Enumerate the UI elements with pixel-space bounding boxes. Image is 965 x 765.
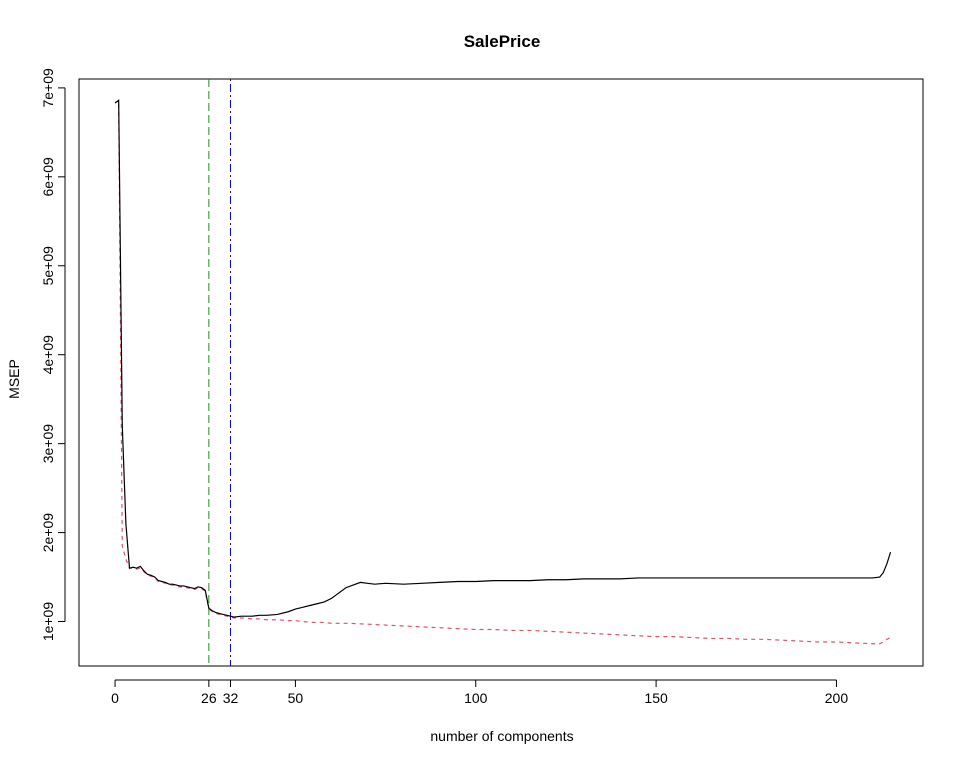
y-tick-label: 6e+09 xyxy=(40,157,56,197)
x-tick-label: 26 xyxy=(201,690,217,706)
x-tick-label: 50 xyxy=(288,690,304,706)
y-tick-label: 2e+09 xyxy=(40,513,56,553)
chart-title: SalePrice xyxy=(464,32,541,51)
x-tick-label: 0 xyxy=(111,690,119,706)
x-tick-label: 32 xyxy=(223,690,239,706)
series-line-1 xyxy=(114,99,891,645)
series-lines xyxy=(114,99,892,645)
y-axis: 1e+09 2e+09 3e+09 4e+09 5e+09 6e+09 7e+09 xyxy=(40,68,66,642)
x-tick-label: 200 xyxy=(825,690,849,706)
y-tick-label: 4e+09 xyxy=(40,335,56,375)
x-axis: 0 26 32 50 100 150 200 xyxy=(111,679,849,706)
y-tick-label: 7e+09 xyxy=(40,68,56,108)
x-tick-label: 100 xyxy=(464,690,488,706)
series-line-0 xyxy=(114,99,892,618)
y-tick-label: 5e+09 xyxy=(40,246,56,286)
x-tick-label: 150 xyxy=(644,690,668,706)
y-tick-label: 1e+09 xyxy=(40,602,56,642)
reference-lines xyxy=(208,79,231,666)
plot-area-frame xyxy=(78,78,924,667)
x-axis-label: number of components xyxy=(430,728,573,744)
y-axis-label: MSEP xyxy=(6,359,22,399)
y-tick-label: 3e+09 xyxy=(40,424,56,464)
